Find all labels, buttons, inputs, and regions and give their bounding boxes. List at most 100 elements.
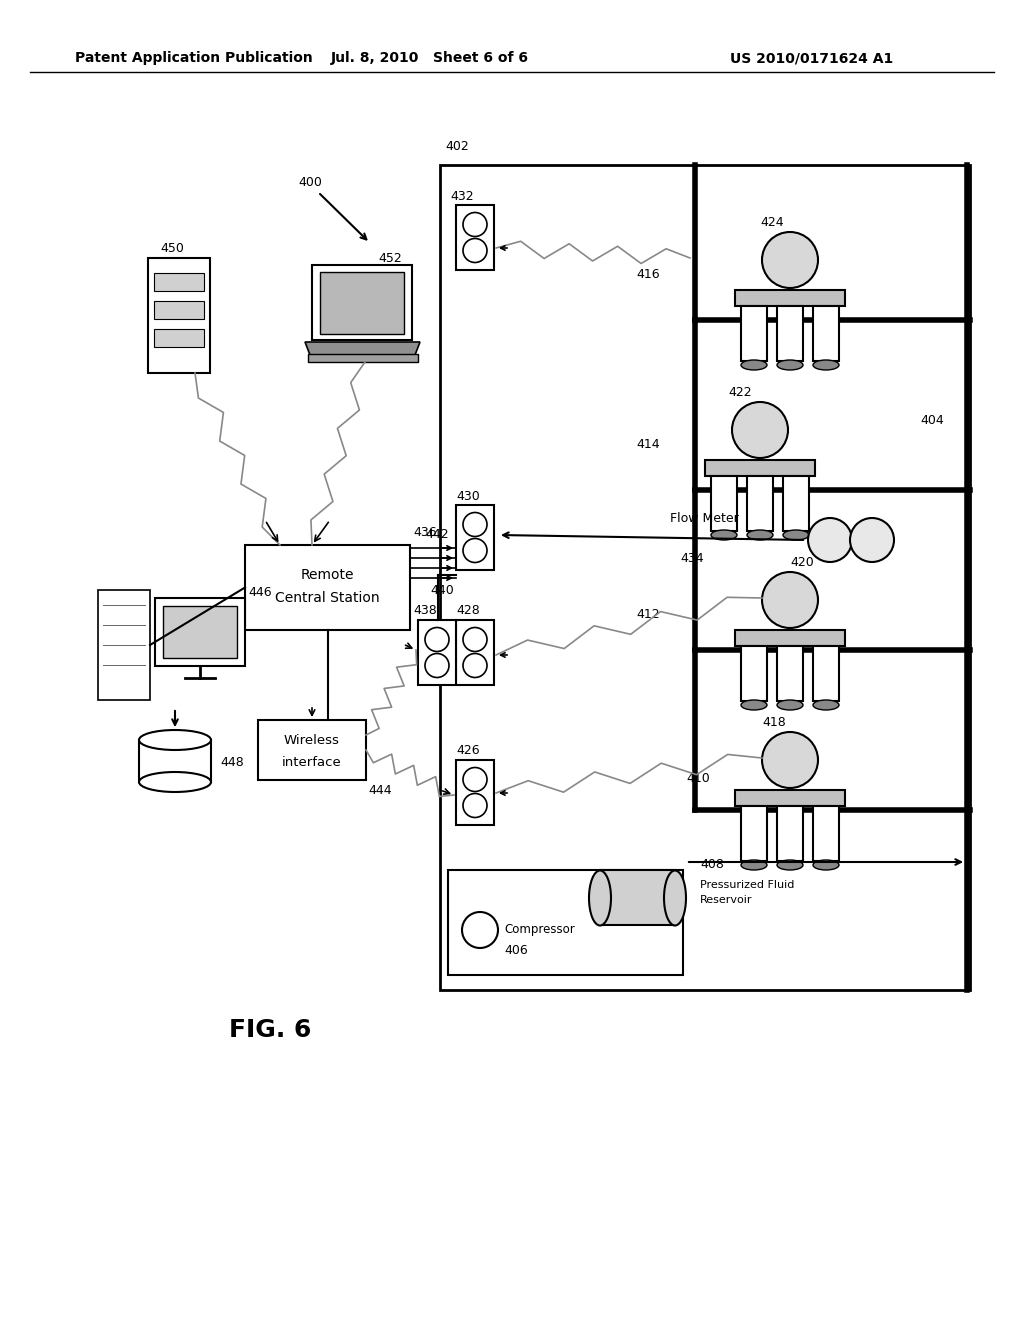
Circle shape [463,213,487,236]
Ellipse shape [777,700,803,710]
Bar [746,477,773,531]
Ellipse shape [777,360,803,370]
Circle shape [425,653,449,677]
Bar [735,290,845,306]
Text: 420: 420 [790,556,814,569]
Circle shape [462,912,498,948]
Bar [783,477,809,531]
Circle shape [463,539,487,562]
Bar [456,620,494,685]
Text: Pressurized Fluid: Pressurized Fluid [700,880,795,890]
Bar [813,807,839,861]
Text: 426: 426 [456,744,479,758]
Circle shape [425,627,449,652]
Ellipse shape [813,700,839,710]
Ellipse shape [139,730,211,750]
Text: 400: 400 [298,177,322,190]
Text: Patent Application Publication: Patent Application Publication [75,51,312,65]
Bar [705,459,815,477]
Bar [154,301,204,319]
Text: 416: 416 [636,268,659,281]
Text: 436: 436 [413,527,436,540]
Bar [741,306,767,360]
Bar [813,645,839,701]
Bar [155,598,245,667]
Circle shape [463,239,487,263]
Bar [154,329,204,347]
Text: 418: 418 [762,715,785,729]
Ellipse shape [813,360,839,370]
Bar [741,807,767,861]
Circle shape [850,517,894,562]
Circle shape [762,232,818,288]
Text: 450: 450 [160,242,184,255]
Ellipse shape [777,861,803,870]
Ellipse shape [746,531,773,540]
Bar [449,870,683,975]
Polygon shape [305,342,420,355]
Text: 452: 452 [378,252,401,264]
Bar [741,645,767,701]
Text: 430: 430 [456,490,480,503]
Text: 432: 432 [450,190,474,202]
Bar [245,545,410,630]
Bar [148,257,210,374]
Text: 442: 442 [425,528,449,541]
Bar [813,306,839,360]
Text: 434: 434 [680,552,703,565]
Text: Reservoir: Reservoir [700,895,753,906]
Ellipse shape [741,360,767,370]
Ellipse shape [589,870,611,925]
Text: Compressor: Compressor [504,924,574,936]
Text: 402: 402 [445,140,469,153]
Bar [308,354,418,362]
Circle shape [463,653,487,677]
Text: FIG. 6: FIG. 6 [228,1018,311,1041]
Circle shape [463,767,487,792]
Text: 422: 422 [728,387,752,400]
Circle shape [732,403,788,458]
Bar [440,165,970,990]
Text: Jul. 8, 2010   Sheet 6 of 6: Jul. 8, 2010 Sheet 6 of 6 [331,51,529,65]
Text: 448: 448 [220,755,244,768]
Text: 438: 438 [413,605,437,618]
Text: Central Station: Central Station [275,591,380,605]
Text: 414: 414 [636,438,659,451]
Circle shape [463,627,487,652]
Text: 410: 410 [686,771,710,784]
Bar [456,506,494,570]
Text: Wireless: Wireless [284,734,340,747]
Bar [418,620,456,685]
Circle shape [463,793,487,817]
Bar [456,205,494,271]
Bar [777,807,803,861]
Text: 412: 412 [636,609,659,622]
Text: Remote: Remote [301,568,354,582]
Bar [312,265,412,341]
Bar [777,645,803,701]
Ellipse shape [664,870,686,925]
Text: 404: 404 [920,413,944,426]
Ellipse shape [741,700,767,710]
Text: Flow Meter: Flow Meter [670,511,738,524]
Text: interface: interface [283,755,342,768]
Bar [258,719,366,780]
Circle shape [762,572,818,628]
Bar [735,630,845,645]
Bar [711,477,737,531]
Text: 428: 428 [456,605,480,618]
Text: 440: 440 [430,583,454,597]
Text: 424: 424 [760,215,783,228]
Text: 408: 408 [700,858,724,871]
Text: 406: 406 [504,944,527,957]
Bar [319,272,404,334]
Text: 446: 446 [248,586,271,598]
Bar [163,606,237,657]
Circle shape [808,517,852,562]
Bar [600,870,675,925]
Ellipse shape [741,861,767,870]
Bar [456,760,494,825]
Bar [777,306,803,360]
Circle shape [463,512,487,536]
Bar [735,789,845,807]
